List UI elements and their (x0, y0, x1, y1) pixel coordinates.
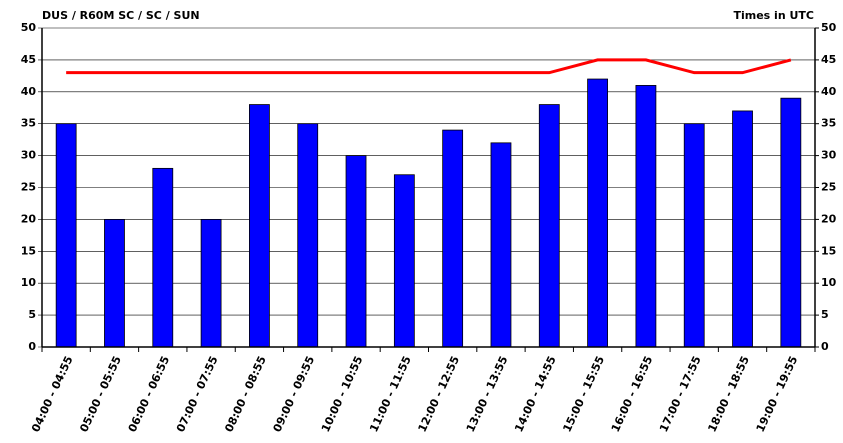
bar (104, 218, 125, 348)
y2-tick-label: 40 (821, 85, 837, 98)
y2-tick-label: 15 (821, 244, 836, 257)
bar (780, 97, 802, 348)
bar (442, 129, 464, 348)
y2-tick-label: 20 (821, 212, 837, 225)
bar (55, 123, 77, 348)
x-tick-label: 15:00 - 15:55 (560, 354, 607, 434)
bar (152, 167, 174, 348)
y-tick-label: 30 (21, 149, 37, 162)
y-tick-label: 35 (21, 117, 36, 130)
x-tick-label: 05:00 - 05:55 (77, 354, 124, 434)
y2-tick-label: 30 (821, 149, 837, 162)
chart-subtitle: Times in UTC (733, 9, 814, 22)
line (66, 58, 792, 75)
x-tick-label: 07:00 - 07:55 (174, 354, 221, 434)
y-tick-label: 0 (28, 340, 36, 353)
x-tick-label: 09:00 - 09:55 (271, 354, 318, 434)
y-tick-label: 10 (21, 276, 37, 289)
x-tick-label: 18:00 - 18:55 (705, 354, 752, 434)
y2-tick-label: 50 (821, 21, 837, 34)
bar (200, 218, 222, 348)
chart-title: DUS / R60M SC / SC / SUN (42, 9, 200, 22)
x-tick-label: 04:00 - 04:55 (29, 354, 76, 434)
y2-tick-label: 0 (821, 340, 829, 353)
bar (345, 155, 367, 348)
bar (490, 142, 512, 348)
x-tick-label: 12:00 - 12:55 (416, 354, 463, 434)
y-tick-label: 20 (21, 212, 37, 225)
y-tick-label: 25 (21, 181, 36, 194)
x-tick-label: 19:00 - 19:55 (754, 354, 801, 434)
bar (635, 85, 657, 348)
y2-tick-label: 10 (821, 276, 837, 289)
x-tick-label: 14:00 - 14:55 (512, 354, 559, 434)
bar (393, 174, 415, 348)
bar (683, 123, 705, 348)
x-tick-label: 17:00 - 17:55 (657, 354, 704, 434)
y2-tick-label: 45 (821, 53, 836, 66)
bar (249, 104, 270, 348)
y-tick-label: 40 (21, 85, 37, 98)
x-tick-label: 06:00 - 06:55 (126, 354, 173, 434)
bar (732, 110, 753, 348)
y2-tick-label: 35 (821, 117, 836, 130)
y2-tick-label: 25 (821, 181, 836, 194)
x-tick-label: 08:00 - 08:55 (222, 354, 269, 434)
x-tick-label: 16:00 - 16:55 (609, 354, 656, 434)
x-tick-label: 11:00 - 11:55 (367, 354, 414, 434)
bar (538, 104, 560, 348)
bar (297, 123, 319, 348)
y-tick-label: 50 (21, 21, 37, 34)
y-tick-label: 45 (21, 53, 36, 66)
y-tick-label: 15 (21, 244, 36, 257)
y2-tick-label: 5 (821, 308, 829, 321)
bar (587, 78, 608, 348)
x-tick-label: 13:00 - 13:55 (464, 354, 511, 434)
x-tick-label: 10:00 - 10:55 (319, 354, 366, 434)
y-tick-label: 5 (28, 308, 36, 321)
